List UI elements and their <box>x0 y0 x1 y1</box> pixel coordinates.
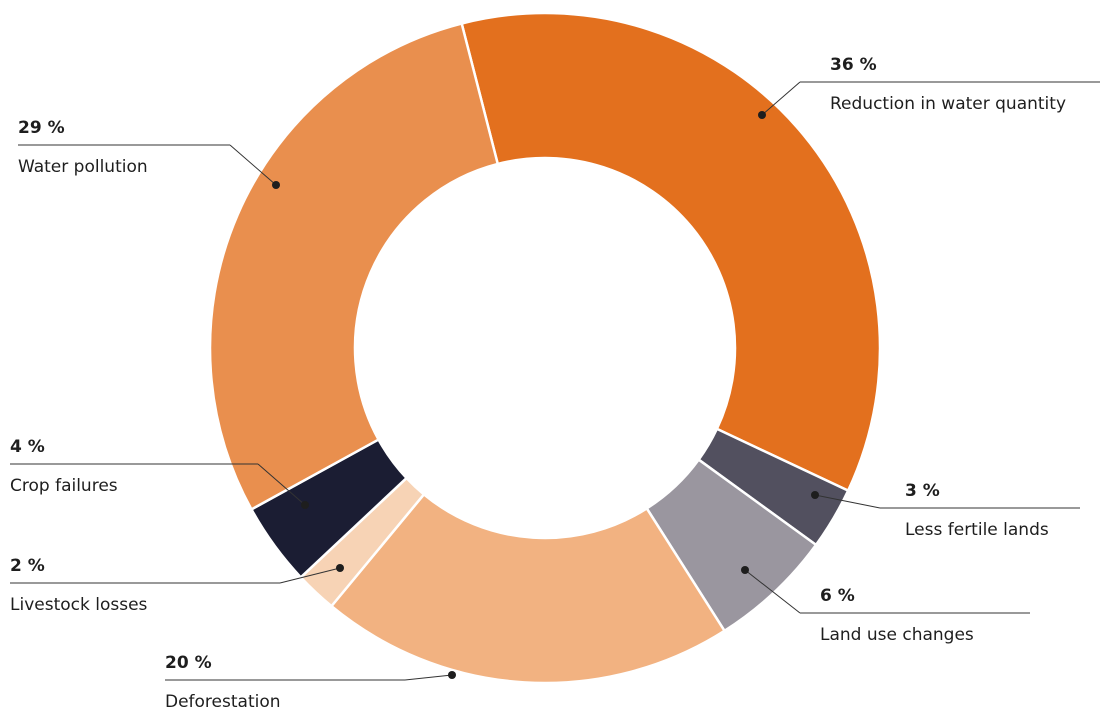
leader-line <box>279 567 341 584</box>
value-label: 4 % <box>10 437 45 457</box>
leader-line <box>229 144 277 186</box>
donut-slice <box>460 11 882 493</box>
category-label: Less fertile lands <box>905 520 1049 540</box>
leader-dot <box>272 181 280 189</box>
category-label: Land use changes <box>820 625 974 645</box>
category-label: Deforestation <box>165 692 281 708</box>
value-label: 6 % <box>820 586 855 606</box>
leader-dot <box>758 111 766 119</box>
leader-line <box>814 494 881 509</box>
leader-dot <box>448 671 456 679</box>
value-label: 2 % <box>10 556 45 576</box>
leader-dot <box>811 491 819 499</box>
donut-slice <box>208 22 500 512</box>
leader-line <box>761 81 801 116</box>
leader-line <box>404 674 453 681</box>
category-label: Water pollution <box>18 157 148 177</box>
leader-line <box>257 463 306 506</box>
leader-dot <box>301 501 309 509</box>
value-label: 36 % <box>830 55 877 75</box>
leader-line <box>744 569 801 614</box>
category-label: Livestock losses <box>10 595 148 615</box>
value-label: 29 % <box>18 118 65 138</box>
leader-dot <box>741 566 749 574</box>
leader-dot <box>336 564 344 572</box>
category-label: Crop failures <box>10 476 118 496</box>
category-label: Reduction in water quantity <box>830 94 1066 114</box>
donut-slice <box>329 492 727 685</box>
value-label: 20 % <box>165 653 212 673</box>
value-label: 3 % <box>905 481 940 501</box>
